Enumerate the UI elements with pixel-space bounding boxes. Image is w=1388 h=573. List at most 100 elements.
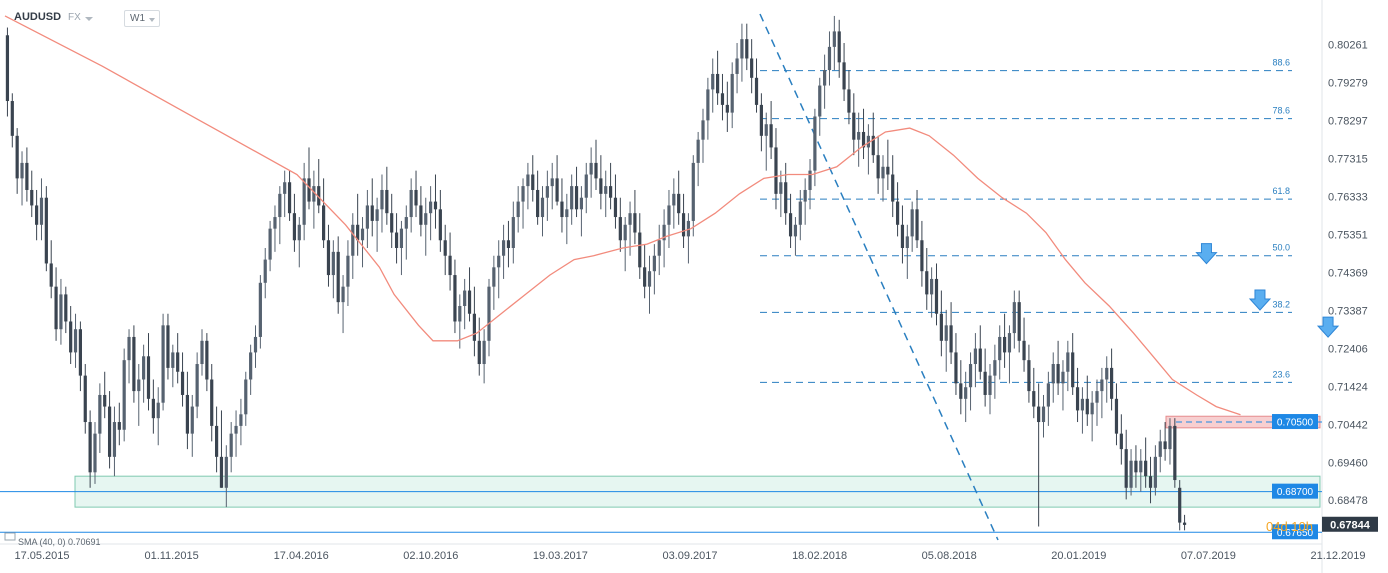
candle [273,205,277,252]
chevron-down-icon[interactable] [85,17,93,21]
candle [998,325,1002,380]
candle-body [10,101,14,136]
candle-body [706,89,710,121]
candle [716,50,720,105]
x-tick-label: 01.11.2015 [144,550,198,562]
candle [239,398,243,446]
symbol-label[interactable]: AUDUSD [14,11,62,23]
candle [730,62,734,129]
candle-body [180,371,185,395]
market-label[interactable]: FX [68,12,81,23]
candle-body [390,213,394,233]
candle [1012,290,1016,349]
candle-body [239,414,243,426]
candle [1066,340,1070,392]
candle [258,275,262,349]
candle [1178,480,1182,531]
candle [283,170,287,218]
candle-body [550,178,554,187]
candle-body [142,356,146,380]
trend-lines[interactable] [759,13,999,541]
candle-body [1061,371,1065,384]
candle-body [433,201,438,210]
candle [49,240,53,299]
price-tag-0.67650: 0.67650 [1272,524,1318,540]
candle-body [107,406,112,457]
candle-body [574,186,579,210]
candle [127,329,131,384]
candle [30,170,34,218]
candle-body [628,213,632,225]
candle [643,244,647,299]
candle [1041,394,1046,438]
candle-body [190,406,194,434]
candle-body [1148,476,1153,488]
candle [949,302,953,365]
candle-body [1041,406,1046,423]
candle-body [599,178,603,194]
indicator-label: SMA (40, 0) 0.70691 [18,537,101,547]
candle-body [317,186,321,206]
y-tick-label: 0.71424 [1328,381,1368,393]
candle [1056,340,1060,395]
candle [657,224,661,276]
candle-body [925,271,929,295]
candle-body [852,112,856,140]
fibonacci-retracement[interactable]: 88.6 78.6 61.8 50.0 38.2 23.6 [760,58,1292,383]
candle-body [750,58,754,78]
candle-body [312,186,316,202]
candle [1168,418,1172,465]
candle-body [1153,456,1157,488]
candle [798,189,802,241]
candle [229,422,233,473]
price-tag-0.70500: 0.70500 [1272,414,1318,430]
candle-body [973,348,978,365]
candle [176,333,180,384]
candle-body [424,213,428,225]
price-tag-0.67844: 0.67844 [1322,516,1378,532]
timeframe-select[interactable]: W1 [124,10,160,27]
candle-body [370,205,374,221]
candle-body [613,197,618,218]
candle [219,410,224,488]
candle-body [803,189,807,202]
fib-label-88.6: 88.6 [1272,58,1290,68]
candle-body [88,422,92,473]
candle-body [497,255,501,268]
candle-body [905,236,909,248]
candle [317,159,321,214]
candle-body [278,193,282,218]
candle-body [842,62,846,90]
candle [579,186,584,237]
candle-body [156,402,160,419]
candle [78,321,82,392]
candle [399,220,404,276]
candle-body [453,275,457,322]
candle [180,352,185,407]
candle [711,58,715,113]
candle [1153,445,1157,496]
candle-body [506,240,511,248]
candle [769,101,773,160]
candle [516,186,520,233]
candle-body [754,77,759,105]
candle [925,247,929,310]
price-tag-box [1272,414,1318,430]
candle-body [69,321,73,353]
candle-body [545,186,549,198]
candle-body [944,325,948,341]
candle [667,189,671,248]
candle [589,147,593,198]
candle-body [1085,398,1089,415]
candle [15,128,19,194]
candle [531,155,535,202]
candle-body [516,201,520,218]
candle [472,286,476,357]
candle-body [540,197,545,218]
candle [857,112,861,167]
candle [142,344,146,403]
candle-body [195,364,199,407]
candle [453,259,457,334]
candle [322,178,326,248]
